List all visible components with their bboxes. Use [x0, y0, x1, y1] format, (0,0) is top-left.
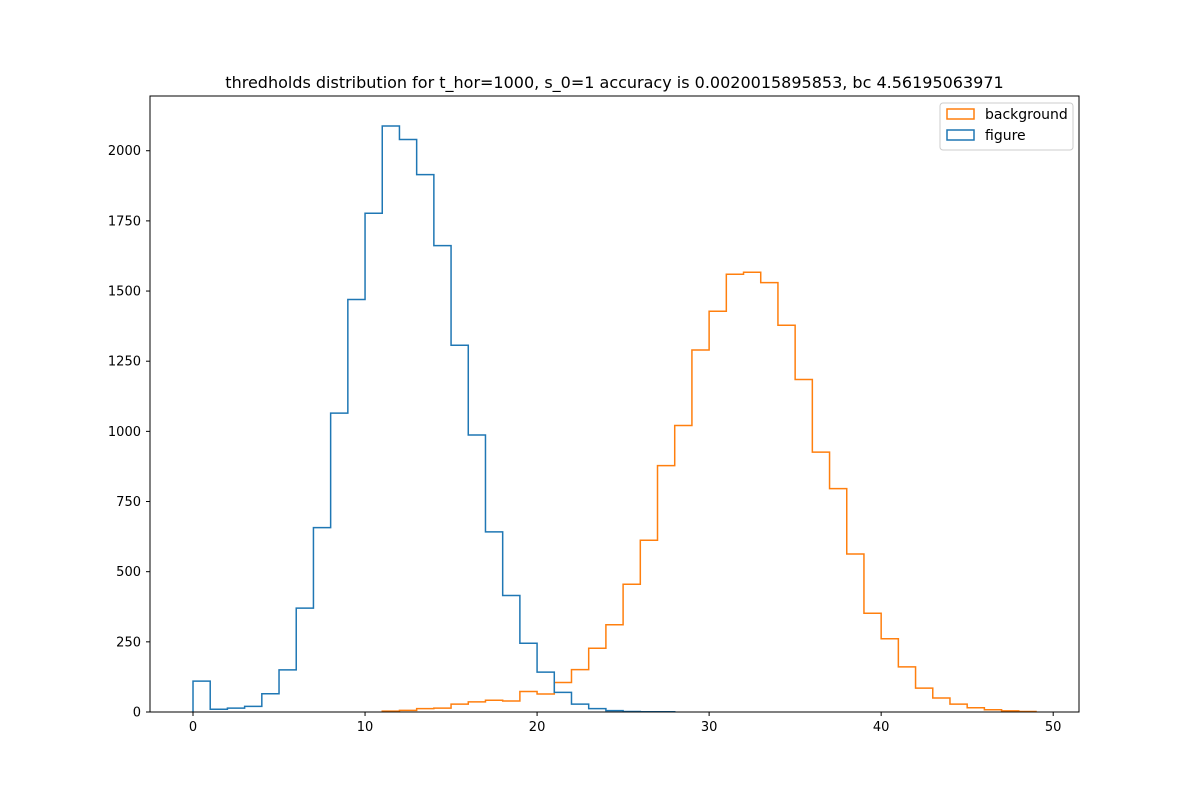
legend-label-background: background — [985, 107, 1068, 123]
y-tick-label: 1750 — [108, 214, 141, 229]
chart-title: thredholds distribution for t_hor=1000, … — [225, 73, 1003, 93]
y-tick-label: 1500 — [108, 285, 141, 300]
y-tick-label: 250 — [116, 635, 141, 650]
x-tick-label: 10 — [357, 720, 374, 735]
x-tick-label: 30 — [701, 720, 718, 735]
legend-swatch-figure — [946, 129, 975, 141]
legend-swatch-background — [946, 108, 975, 120]
legend-label-figure: figure — [985, 128, 1026, 144]
x-tick-label: 20 — [529, 720, 546, 735]
series-background — [381, 271, 1037, 713]
x-tick-label: 40 — [873, 720, 890, 735]
series-figure — [192, 125, 676, 713]
y-tick-label: 2000 — [108, 144, 141, 159]
y-tick-label: 1250 — [108, 355, 141, 370]
x-tick-label: 50 — [1045, 720, 1062, 735]
x-tick-label: 0 — [189, 720, 197, 735]
axes-frame — [149, 95, 1080, 713]
y-tick-label: 0 — [133, 706, 141, 721]
y-tick-label: 750 — [116, 495, 141, 510]
y-tick-label: 500 — [116, 565, 141, 580]
legend-item-figure: figure — [946, 128, 1026, 144]
histogram-step-background — [381, 271, 1037, 713]
plot-area — [192, 125, 1037, 713]
histogram-step-figure — [192, 125, 676, 713]
legend-item-background: background — [946, 107, 1068, 123]
legend: background figure — [939, 102, 1074, 151]
axis-ticks: 0 10 20 30 40 5002505007501000125015001750200… — [108, 144, 1062, 735]
y-tick-label: 1000 — [108, 425, 141, 440]
